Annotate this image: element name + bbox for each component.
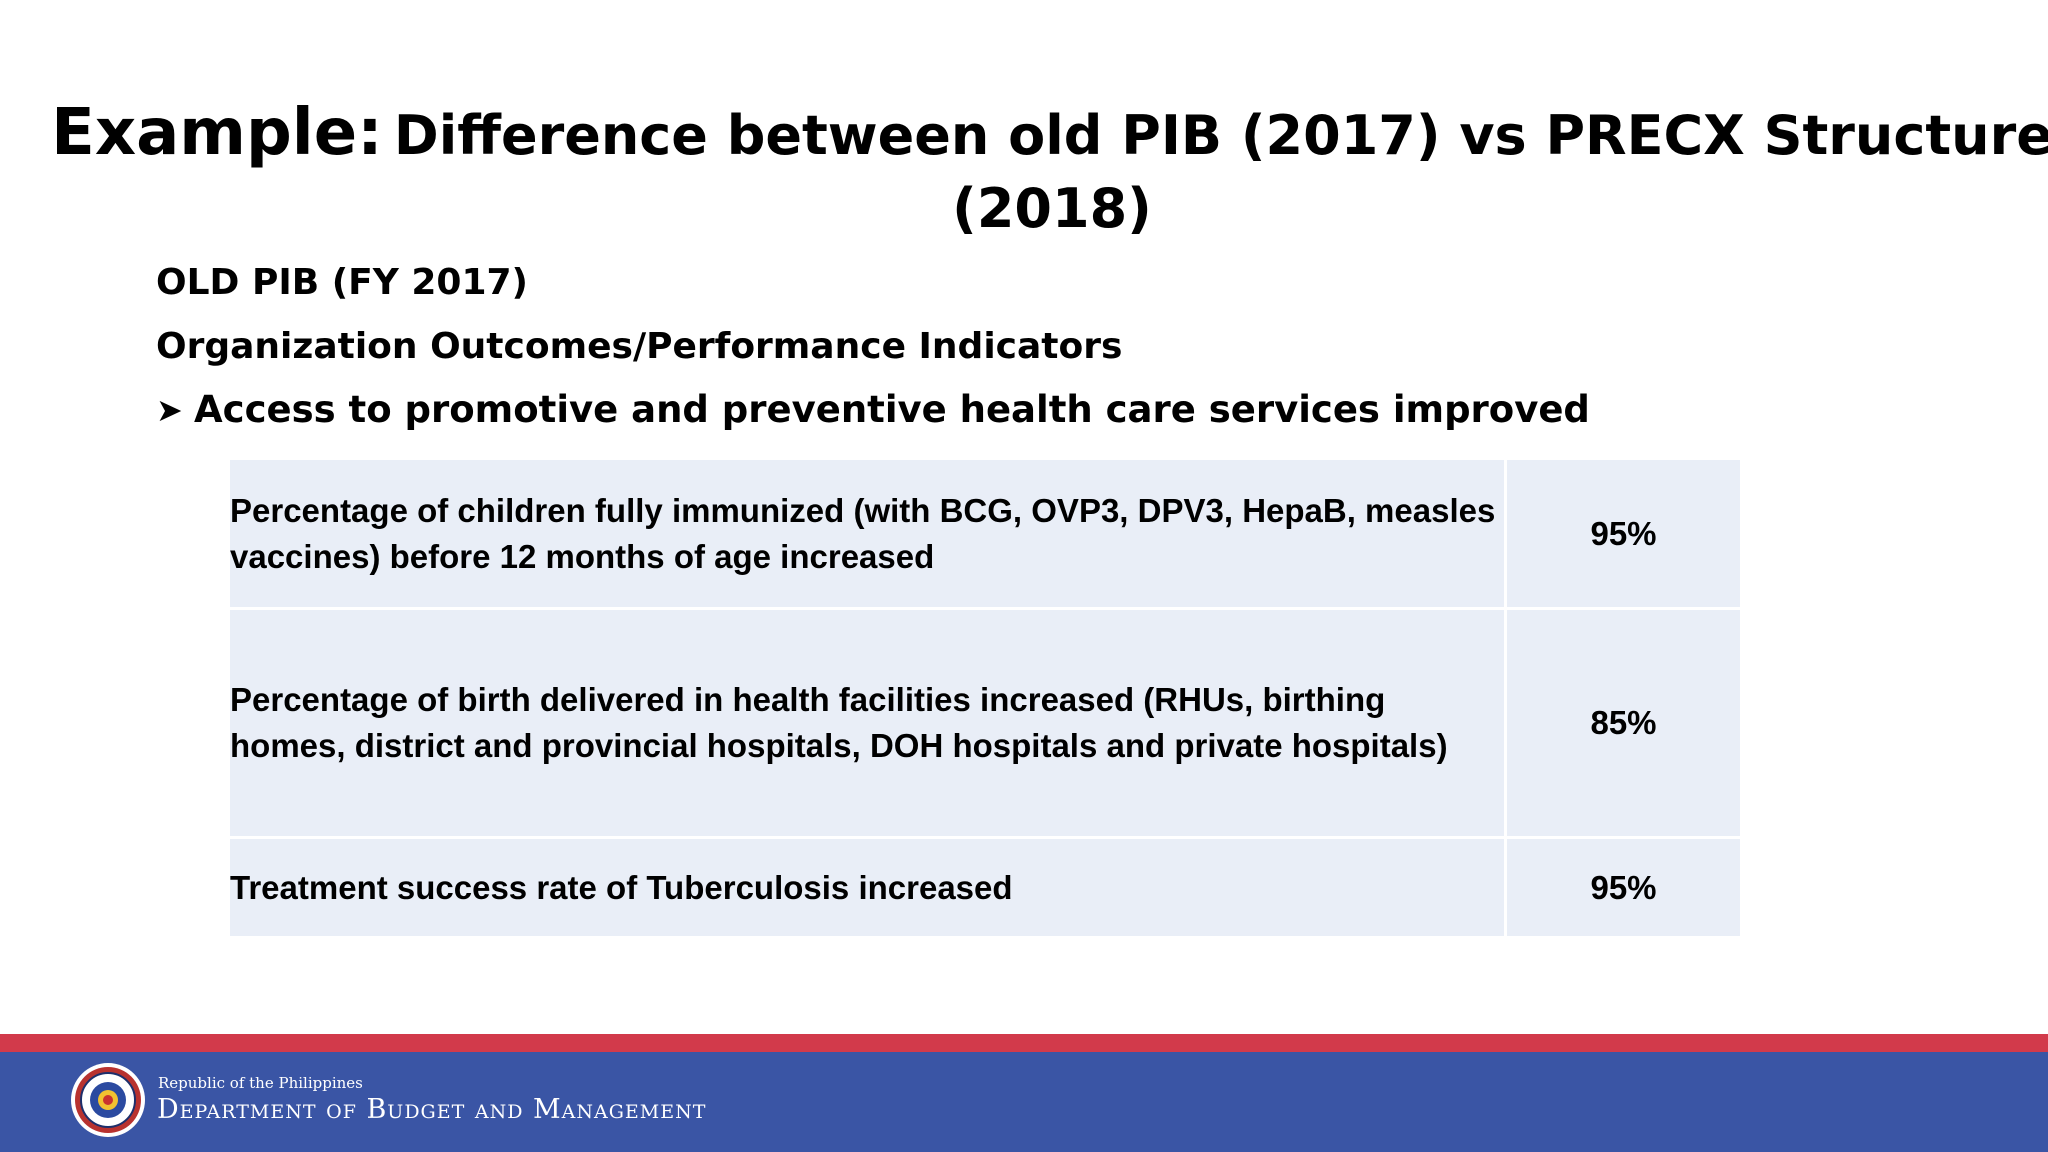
target-cell: 85% bbox=[1504, 607, 1743, 839]
performance-indicator-table: Percentage of children fully immunized (… bbox=[227, 457, 1743, 939]
slide-title: Example: Difference between old PIB (201… bbox=[0, 100, 2048, 249]
republic-label: Republic of the Philippines bbox=[158, 1074, 363, 1092]
indicator-cell: Percentage of birth delivered in health … bbox=[227, 607, 1507, 839]
footer-band bbox=[0, 1052, 2048, 1152]
indicator-cell: Percentage of children fully immunized (… bbox=[227, 457, 1507, 610]
table-row: Percentage of birth delivered in health … bbox=[227, 607, 1743, 839]
slide-title-rest: Difference between old PIB (2017) vs PRE… bbox=[393, 104, 2048, 240]
arrowhead-bullet-icon: ➤ bbox=[156, 390, 183, 429]
outcome-bullet: ➤ Access to promotive and preventive hea… bbox=[156, 388, 1590, 431]
slide-title-lead: Example: bbox=[51, 96, 383, 170]
outcomes-heading: Organization Outcomes/Performance Indica… bbox=[156, 326, 1123, 367]
footer-red-stripe bbox=[0, 1034, 2048, 1052]
department-label: Department of Budget and Management bbox=[157, 1094, 707, 1125]
outcome-bullet-text: Access to promotive and preventive healt… bbox=[194, 388, 1590, 431]
target-cell: 95% bbox=[1504, 457, 1743, 610]
indicator-cell: Treatment success rate of Tuberculosis i… bbox=[227, 836, 1507, 939]
table-row: Treatment success rate of Tuberculosis i… bbox=[227, 836, 1743, 939]
dbm-seal-icon bbox=[71, 1063, 145, 1137]
table-row: Percentage of children fully immunized (… bbox=[227, 457, 1743, 610]
old-pib-heading: OLD PIB (FY 2017) bbox=[156, 262, 529, 303]
target-cell: 95% bbox=[1504, 836, 1743, 939]
